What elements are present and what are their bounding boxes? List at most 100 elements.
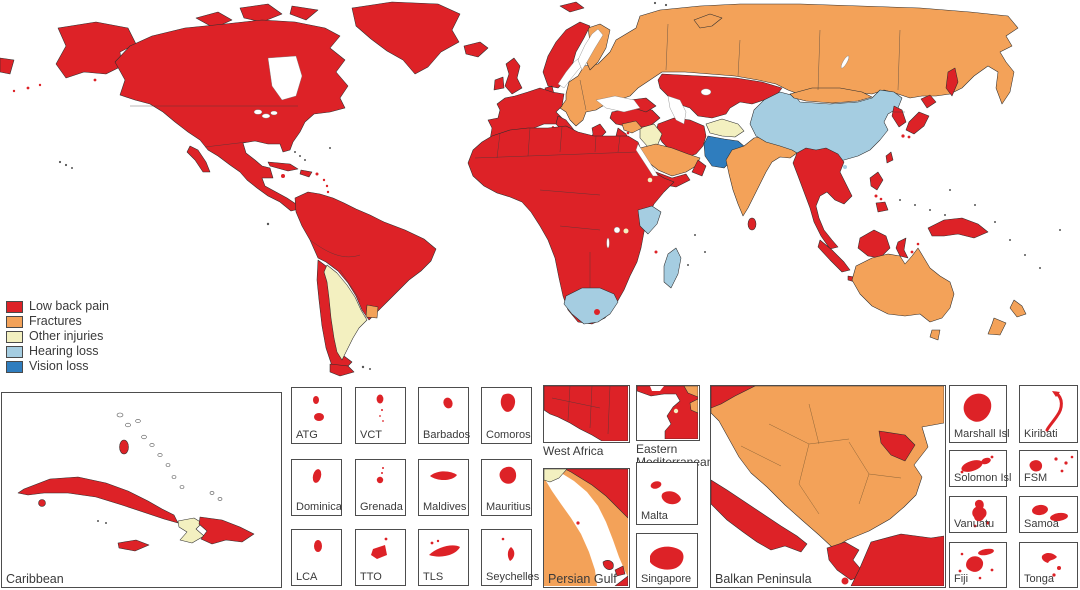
legend-item-fractures: Fractures	[6, 314, 109, 329]
legend-label: Other injuries	[29, 329, 104, 343]
country-borders	[130, 23, 905, 301]
region-syria	[621, 120, 643, 134]
inset-barbados: Barbados	[418, 387, 471, 444]
inset-label: Malta	[641, 510, 668, 522]
inset-label: TLS	[423, 571, 444, 583]
tonga-map	[1041, 553, 1061, 577]
inset-malta: Malta	[636, 462, 698, 525]
malta-map	[650, 481, 681, 505]
grenada-map	[376, 467, 384, 484]
inset-vct: VCT	[355, 387, 406, 444]
world-map	[0, 1, 1061, 377]
region-uruguay	[365, 304, 379, 319]
region-sri-lanka	[747, 217, 757, 231]
tls-map	[429, 539, 460, 557]
inset-solomon-islands: Solomon Isl	[949, 450, 1011, 487]
region-korea	[891, 105, 907, 128]
region-afghanistan	[705, 118, 745, 138]
legend-swatch-low-back-pain	[6, 300, 23, 313]
inset-tonga: Tonga	[1019, 542, 1078, 588]
legend-item-hearing-loss: Hearing loss	[6, 344, 109, 359]
inset-seychelles: Seychelles	[481, 529, 539, 586]
legend-swatch-fractures	[6, 315, 23, 328]
inset-label: Kiribati	[1024, 428, 1058, 440]
legend-label: Hearing loss	[29, 344, 99, 358]
seychelles-map	[501, 537, 515, 561]
caribbean-map	[17, 412, 255, 552]
tto-map	[371, 537, 388, 559]
fiji-map	[958, 548, 994, 580]
region-new-zealand	[987, 299, 1027, 336]
region-argentina	[323, 264, 368, 361]
inset-label: Marshall Isl	[954, 428, 1010, 440]
inset-label: Barbados	[423, 429, 471, 441]
comoros-map	[500, 393, 516, 412]
legend-item-other-injuries: Other injuries	[6, 329, 109, 344]
inset-label: West Africa	[543, 444, 604, 458]
region-mongolia	[789, 87, 873, 104]
legend-item-low-back-pain: Low back pain	[6, 299, 109, 314]
inset-label: Dominica	[296, 501, 342, 513]
lca-map	[314, 540, 322, 552]
inset-label: Seychelles	[486, 571, 540, 583]
barbados-map	[443, 397, 453, 409]
inset-fiji: Fiji	[949, 542, 1007, 588]
inset-label: Tonga	[1024, 573, 1054, 585]
legend-swatch-other-injuries	[6, 330, 23, 343]
inset-grenada: Grenada	[355, 459, 406, 516]
legend-swatch-vision-loss	[6, 360, 23, 373]
inset-atg: ATG	[291, 387, 342, 444]
region-africa	[467, 125, 682, 325]
inset-label: Solomon Isl	[954, 472, 1012, 484]
solomon-islands-map	[960, 455, 994, 474]
balkan-map	[711, 386, 944, 586]
inset-lca: LCA	[291, 529, 342, 586]
inset-eastern-mediterranean: Eastern Mediterranean	[636, 385, 716, 468]
legend-label: Vision loss	[29, 359, 89, 373]
inset-dominica: Dominica	[291, 459, 342, 516]
inset-label: Vanuatu	[954, 518, 995, 530]
inset-label: Fiji	[954, 573, 969, 585]
legend-label: Fractures	[29, 314, 82, 328]
eastern-mediterranean-map	[637, 386, 698, 439]
inset-label: Maldives	[423, 501, 467, 513]
region-iraq	[639, 123, 663, 148]
region-australia	[851, 247, 955, 323]
legend-item-vision-loss: Vision loss	[6, 359, 109, 374]
vct-map	[376, 394, 384, 422]
region-east-asia	[885, 67, 959, 164]
inset-label: ATG	[296, 429, 318, 441]
inset-label: Comoros	[486, 429, 531, 441]
ocean-island-specks	[58, 1, 1061, 370]
atg-map	[313, 396, 324, 421]
region-lesotho	[594, 309, 600, 315]
inset-west-africa: West Africa	[543, 385, 630, 458]
inset-label: Samoa	[1024, 518, 1059, 530]
region-north-america	[0, 1, 461, 212]
inset-label: Mauritius	[486, 501, 531, 513]
region-caribbean-main	[267, 151, 330, 200]
inset-vanuatu: Vanuatu	[949, 496, 1007, 533]
inset-kiribati: Kiribati	[1019, 385, 1078, 443]
inset-label: LCA	[296, 571, 318, 583]
region-china	[749, 89, 903, 163]
inset-label: VCT	[360, 429, 382, 441]
vanuatu-map	[972, 499, 990, 528]
fsm-map	[1029, 455, 1074, 473]
inset-balkan: Balkan Peninsula	[710, 385, 946, 588]
inset-label: Singapore	[641, 573, 692, 585]
samoa-map	[1032, 504, 1068, 522]
region-south-america	[294, 191, 437, 377]
region-madagascar	[663, 247, 682, 289]
inset-label: Balkan Peninsula	[715, 572, 812, 586]
inset-label: Grenada	[360, 501, 403, 513]
marshall-islands-map	[963, 393, 992, 422]
kiribati-map	[1045, 391, 1063, 432]
inset-label: FSM	[1024, 472, 1048, 484]
maldives-map	[430, 471, 457, 481]
legend-label: Low back pain	[29, 299, 109, 313]
dominica-map	[312, 469, 322, 483]
inset-label: Caribbean	[6, 572, 64, 586]
region-kenya	[637, 205, 662, 235]
